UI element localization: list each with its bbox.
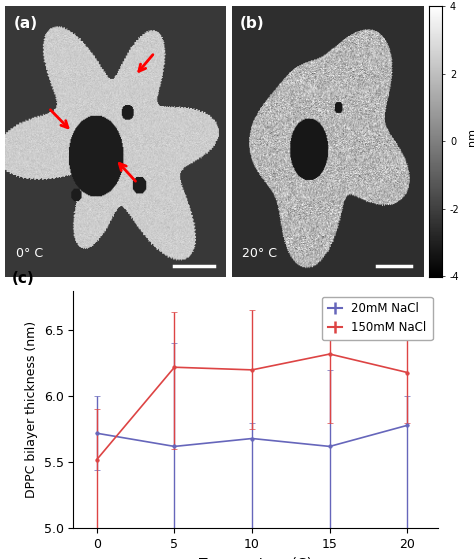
X-axis label: Temperature (C): Temperature (C) [200, 557, 312, 559]
Text: (c): (c) [11, 271, 34, 286]
Text: nm: nm [467, 128, 474, 146]
Text: (a): (a) [14, 16, 37, 31]
Legend: 20mM NaCl, 150mM NaCl: 20mM NaCl, 150mM NaCl [322, 297, 433, 340]
Text: 20° C: 20° C [242, 248, 277, 260]
Y-axis label: DPPC bilayer thickness (nm): DPPC bilayer thickness (nm) [25, 321, 38, 498]
Text: (b): (b) [240, 16, 264, 31]
Text: 0° C: 0° C [16, 248, 43, 260]
